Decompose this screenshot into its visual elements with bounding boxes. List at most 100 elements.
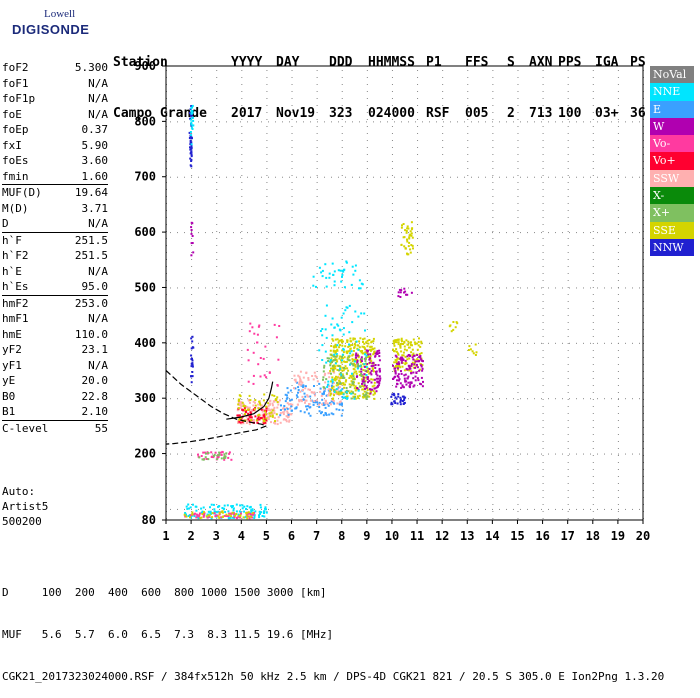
grid-dot	[442, 287, 444, 288]
grid-dot	[241, 238, 243, 239]
echo-point	[246, 418, 249, 421]
echo-point	[238, 414, 241, 417]
echo-point	[325, 361, 328, 364]
echo-point	[354, 393, 357, 396]
grid-dot	[632, 398, 633, 400]
grid-dot	[442, 518, 444, 519]
grid-dot	[442, 427, 444, 428]
echo-point	[260, 511, 263, 514]
grid-dot	[555, 232, 556, 234]
grid-dot	[170, 121, 171, 123]
echo-point	[333, 326, 336, 329]
grid-dot	[517, 518, 519, 519]
echo-point	[416, 354, 419, 356]
grid-dot	[617, 154, 619, 155]
grid-dot	[492, 175, 494, 176]
echo-point	[411, 361, 414, 364]
echo-point	[328, 357, 330, 360]
echo-point	[330, 359, 332, 361]
echo-point	[213, 508, 216, 511]
echo-point	[245, 405, 248, 408]
grid-dot	[592, 231, 594, 232]
echo-point	[318, 401, 321, 404]
echo-point	[467, 349, 470, 351]
grid-dot	[387, 232, 388, 234]
grid-dot	[590, 287, 591, 289]
grid-dot	[275, 176, 276, 178]
echo-point	[332, 369, 335, 371]
echo-point	[367, 342, 370, 345]
grid-dot	[471, 342, 472, 344]
grid-dot	[562, 508, 563, 510]
grid-dot	[467, 490, 469, 491]
grid-dot	[492, 182, 494, 183]
echo-point	[190, 147, 193, 150]
grid-dot	[592, 483, 594, 484]
echo-point	[329, 370, 332, 372]
grid-dot	[380, 453, 381, 455]
y-tick-label: 80	[142, 513, 156, 527]
echo-point	[369, 357, 371, 360]
grid-dot	[592, 357, 594, 358]
echo-point	[322, 403, 325, 406]
echo-point	[202, 451, 205, 454]
grid-dot	[303, 453, 304, 455]
echo-point	[342, 333, 345, 336]
scaled-parameters: foF2 5.300 foF1 N/A foF1p N/A foE N/A foEp 0.37 fx…	[2, 60, 108, 436]
grid-dot	[184, 232, 185, 234]
grid-dot	[467, 497, 469, 498]
grid-dot	[391, 301, 393, 302]
grid-dot	[567, 483, 569, 484]
echo-point	[221, 451, 224, 454]
echo-point	[410, 221, 413, 224]
grid-dot	[191, 329, 193, 330]
grid-dot	[492, 273, 494, 274]
grid-dot	[233, 453, 234, 455]
grid-dot	[592, 308, 594, 309]
echo-point	[370, 365, 373, 368]
grid-dot	[341, 329, 343, 330]
grid-dot	[417, 294, 419, 295]
grid-dot	[366, 497, 368, 498]
grid-dot	[391, 413, 393, 414]
grid-dot	[442, 469, 444, 470]
echo-point	[395, 362, 398, 365]
grid-dot	[341, 343, 343, 344]
grid-dot	[567, 322, 569, 323]
grid-dot	[291, 434, 293, 435]
echo-point	[341, 387, 344, 390]
echo-point	[374, 352, 377, 355]
grid-dot	[492, 168, 494, 169]
param-row: foF1p N/A	[2, 91, 108, 107]
grid-dot	[266, 224, 268, 225]
grid-dot	[341, 462, 343, 463]
echo-point	[265, 405, 268, 408]
echo-point	[262, 399, 265, 402]
grid-dot	[247, 121, 248, 123]
grid-dot	[233, 398, 234, 400]
echo-point	[353, 359, 355, 361]
echo-point	[377, 380, 380, 383]
grid-dot	[240, 176, 241, 178]
echo-point	[338, 382, 341, 385]
echo-point	[199, 517, 202, 519]
echo-point	[333, 389, 336, 392]
grid-dot	[467, 518, 469, 519]
grid-dot	[254, 453, 255, 455]
grid-dot	[417, 273, 419, 274]
echo-point	[360, 356, 363, 359]
echo-point	[226, 504, 229, 507]
echo-point	[290, 398, 293, 401]
grid-dot	[417, 77, 419, 78]
grid-dot	[492, 121, 493, 123]
echo-point	[332, 382, 335, 384]
grid-dot	[316, 420, 318, 421]
grid-dot	[417, 448, 419, 449]
grid-dot	[590, 453, 591, 455]
echo-point	[297, 386, 300, 389]
grid-dot	[467, 259, 469, 260]
grid-dot	[341, 189, 343, 190]
grid-dot	[617, 266, 619, 267]
grid-dot	[492, 98, 494, 99]
grid-dot	[216, 483, 218, 484]
